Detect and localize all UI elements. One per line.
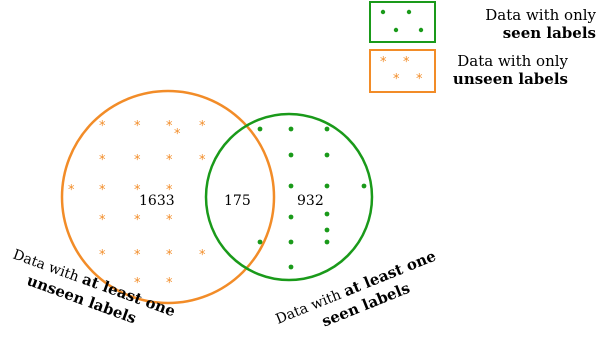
svg-text:*: * [134, 276, 141, 291]
svg-text:*: * [166, 276, 173, 291]
svg-text:*: * [99, 213, 106, 228]
svg-text:*: * [99, 248, 106, 263]
svg-text:*: * [68, 183, 75, 198]
svg-text:*: * [134, 119, 141, 134]
svg-text:*: * [99, 153, 106, 168]
legend-seen-label: Data with only seen labels [485, 6, 596, 42]
svg-text:*: * [393, 72, 400, 87]
unseen-set-label: Data with at least one unseen labels [11, 247, 178, 328]
svg-text:*: * [99, 183, 106, 198]
svg-text:*: * [174, 127, 181, 142]
svg-text:*: * [199, 119, 206, 134]
seen-data-points [257, 126, 367, 270]
legend-seen-swatch [369, 1, 436, 43]
overlap-count: 175 [224, 193, 251, 209]
svg-text:*: * [166, 153, 173, 168]
svg-text:*: * [166, 248, 173, 263]
svg-text:*: * [199, 248, 206, 263]
seen-set-circle [204, 112, 374, 282]
seen-only-count: 932 [297, 193, 324, 209]
svg-text:*: * [166, 183, 173, 198]
svg-text:*: * [380, 55, 387, 70]
svg-text:*: * [166, 119, 173, 134]
unseen-only-count: 1633 [139, 193, 175, 209]
legend-unseen-label: Data with only unseen labels [452, 52, 568, 88]
svg-text:*: * [416, 72, 423, 87]
unseen-data-points: * * * * * * * * * * * * * * * * * * * * … [68, 119, 206, 291]
legend-unseen-swatch: * * * * [369, 49, 436, 93]
svg-text:*: * [134, 183, 141, 198]
svg-text:*: * [99, 119, 106, 134]
svg-text:*: * [134, 213, 141, 228]
svg-text:*: * [166, 213, 173, 228]
seen-set-label: Data with at least one seen labels [274, 247, 439, 331]
svg-text:*: * [134, 248, 141, 263]
unseen-set-circle [60, 89, 276, 305]
svg-text:*: * [199, 153, 206, 168]
svg-text:*: * [134, 153, 141, 168]
svg-text:*: * [403, 55, 410, 70]
